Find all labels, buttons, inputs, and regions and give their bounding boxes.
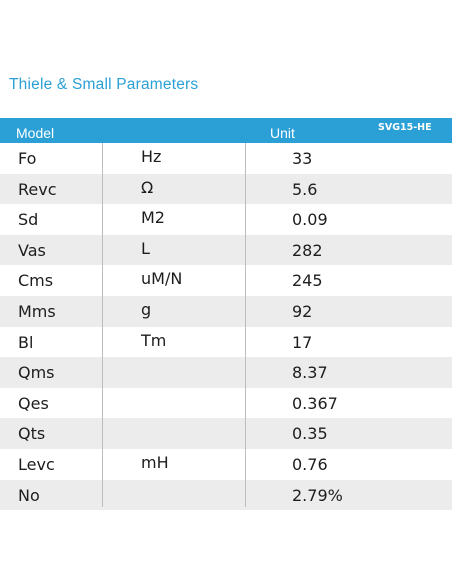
table-row: Cms uM/N 245 bbox=[0, 265, 452, 296]
row-value: 0.76 bbox=[292, 454, 328, 474]
table-row: No 2.79% bbox=[0, 479, 452, 511]
header-unit: Unit bbox=[270, 125, 295, 141]
table-row: Vas L 282 bbox=[0, 234, 452, 266]
row-unit: Hz bbox=[141, 147, 162, 166]
table-row: Fo Hz 33 bbox=[0, 143, 452, 174]
row-value: 245 bbox=[292, 271, 323, 291]
row-param: Qms bbox=[18, 363, 55, 383]
table-header: Model Unit SVG15-HE bbox=[0, 118, 452, 143]
row-value: 5.6 bbox=[292, 179, 318, 199]
table-row: Sd M2 0.09 bbox=[0, 204, 452, 235]
row-param: Fo bbox=[18, 149, 37, 168]
row-param: Qts bbox=[18, 424, 46, 444]
table-row: Revc Ω 5.6 bbox=[0, 173, 452, 205]
row-value: 2.79% bbox=[292, 485, 343, 505]
table-row: Qes 0.367 bbox=[0, 388, 452, 419]
row-value: 0.35 bbox=[292, 424, 328, 444]
row-unit: L bbox=[141, 238, 150, 258]
row-unit: Ω bbox=[141, 177, 154, 197]
row-value: 282 bbox=[292, 240, 323, 260]
table-row: Qts 0.35 bbox=[0, 418, 452, 449]
row-value: 33 bbox=[292, 149, 313, 168]
row-value: 17 bbox=[292, 332, 313, 352]
row-value: 0.367 bbox=[292, 393, 338, 413]
row-param: Sd bbox=[18, 210, 39, 230]
table-row: Mms g 92 bbox=[0, 295, 452, 327]
row-value: 92 bbox=[292, 301, 313, 321]
table-row: Bl Tm 17 bbox=[0, 327, 452, 358]
row-unit: g bbox=[141, 299, 152, 319]
header-model: Model bbox=[16, 125, 55, 141]
row-param: Vas bbox=[18, 240, 46, 260]
row-value: 8.37 bbox=[292, 363, 328, 383]
row-param: Cms bbox=[18, 271, 54, 291]
section-title: Thiele & Small Parameters bbox=[9, 76, 199, 93]
row-unit: uM/N bbox=[141, 269, 183, 289]
table-row: Qms 8.37 bbox=[0, 357, 452, 388]
row-value: 0.09 bbox=[292, 210, 328, 230]
row-param: Levc bbox=[18, 454, 55, 474]
header-product-name: SVG15-HE bbox=[378, 122, 432, 133]
column-divider-left bbox=[102, 143, 103, 507]
row-unit: M2 bbox=[141, 208, 165, 228]
row-param: Mms bbox=[18, 301, 56, 321]
table-row: Levc mH 0.76 bbox=[0, 449, 452, 480]
row-param: Bl bbox=[18, 332, 34, 352]
parameters-table: Model Unit SVG15-HE Fo Hz 33 Revc Ω 5.6 … bbox=[0, 118, 452, 511]
row-unit: Tm bbox=[141, 330, 167, 350]
row-param: Qes bbox=[18, 393, 49, 413]
row-unit: mH bbox=[141, 452, 169, 472]
column-divider-right bbox=[245, 143, 246, 507]
row-param: No bbox=[18, 485, 40, 505]
row-param: Revc bbox=[18, 179, 57, 199]
